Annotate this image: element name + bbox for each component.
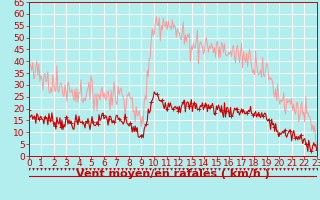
X-axis label: Vent moyen/en rafales ( km/h ): Vent moyen/en rafales ( km/h ): [76, 169, 270, 179]
